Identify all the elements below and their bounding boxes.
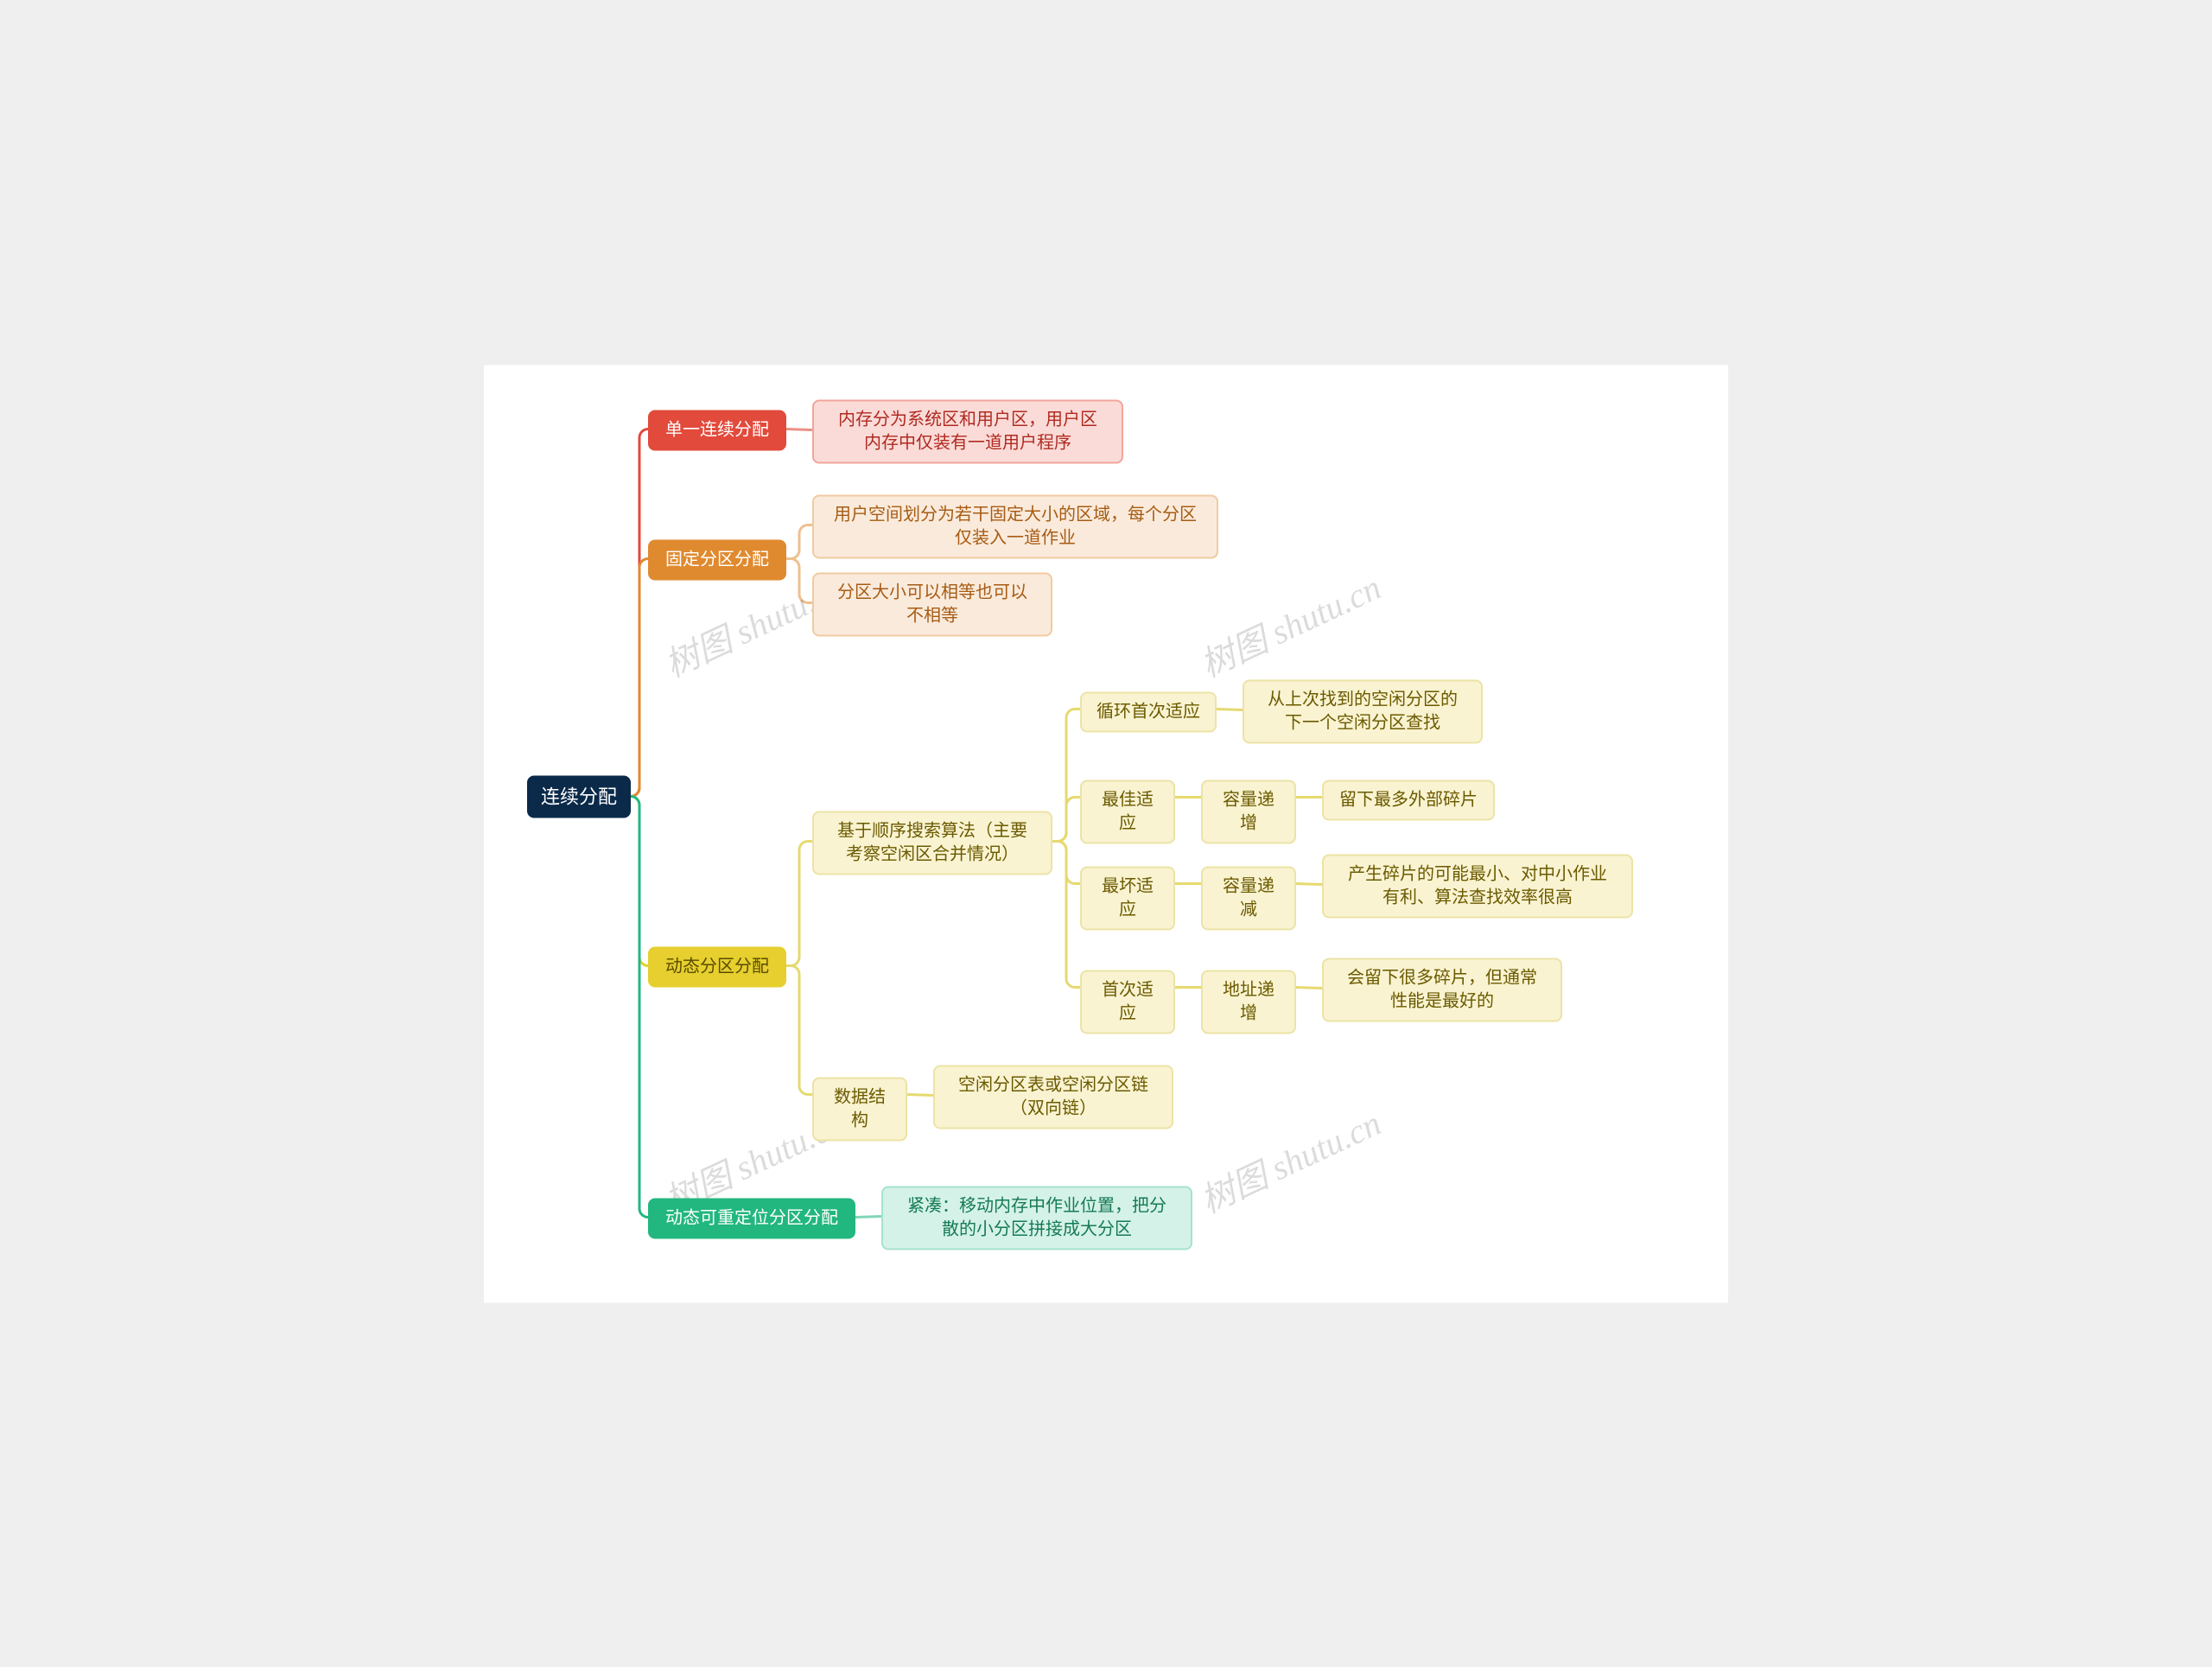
node[interactable]: 首次适应 — [1080, 970, 1175, 1034]
node[interactable]: 数据结构 — [812, 1077, 907, 1141]
branch-node[interactable]: 动态分区分配 — [648, 946, 786, 987]
node[interactable]: 内存分为系统区和用户区，用户区 内存中仅装有一道用户程序 — [812, 399, 1123, 463]
node[interactable]: 容量递减 — [1201, 866, 1296, 930]
node[interactable]: 用户空间划分为若干固定大小的区域，每个分区 仅装入一道作业 — [812, 494, 1218, 558]
branch-node[interactable]: 固定分区分配 — [648, 539, 786, 580]
mindmap-canvas: 树图 shutu.cn树图 shutu.cn树图 shutu.cn树图 shut… — [484, 365, 1728, 1302]
node[interactable]: 产生碎片的可能最小、对中小作业 有利、算法查找效率很高 — [1322, 854, 1633, 918]
node[interactable]: 最坏适应 — [1080, 866, 1175, 930]
node[interactable]: 地址递增 — [1201, 970, 1296, 1034]
node[interactable]: 留下最多外部碎片 — [1322, 779, 1495, 820]
watermark: 树图 shutu.cn — [1191, 559, 1388, 686]
branch-node[interactable]: 动态可重定位分区分配 — [648, 1198, 855, 1238]
node[interactable]: 最佳适应 — [1080, 779, 1175, 843]
node[interactable]: 循环首次适应 — [1080, 691, 1217, 732]
node[interactable]: 空闲分区表或空闲分区链 （双向链） — [933, 1065, 1173, 1129]
node[interactable]: 容量递增 — [1201, 779, 1296, 843]
watermark: 树图 shutu.cn — [1191, 1095, 1388, 1222]
branch-node[interactable]: 单一连续分配 — [648, 410, 786, 450]
node[interactable]: 会留下很多碎片，但通常 性能是最好的 — [1322, 958, 1562, 1021]
node[interactable]: 紧凑：移动内存中作业位置，把分 散的小分区拼接成大分区 — [881, 1186, 1192, 1250]
node[interactable]: 分区大小可以相等也可以 不相等 — [812, 572, 1052, 636]
node[interactable]: 基于顺序搜索算法（主要 考察空闲区合并情况） — [812, 811, 1052, 875]
node[interactable]: 从上次找到的空闲分区的 下一个空闲分区查找 — [1243, 679, 1483, 743]
root-node[interactable]: 连续分配 — [527, 775, 631, 818]
